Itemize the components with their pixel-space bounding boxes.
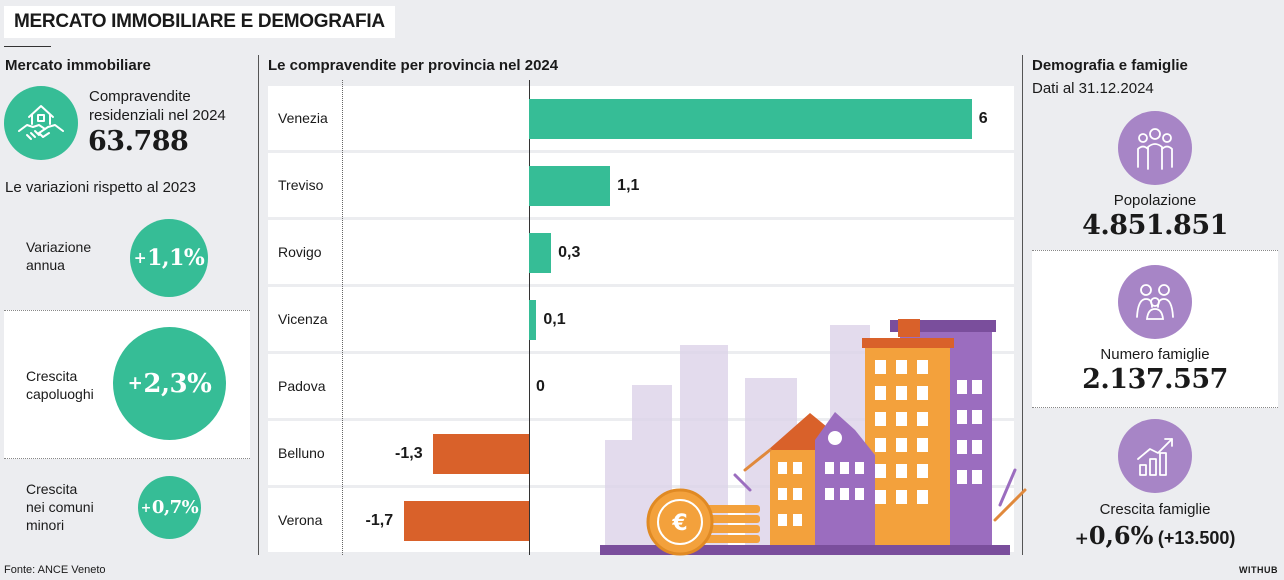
capoluoghi-label-line1: Crescita: [26, 368, 78, 384]
minor-towns-growth-value: 0,7%: [151, 497, 199, 518]
province-label: Treviso: [278, 177, 324, 193]
province-label: Belluno: [278, 445, 325, 461]
chart-row-band: [268, 153, 1014, 217]
bar-value-label: 6: [978, 110, 988, 127]
windows: [778, 360, 982, 526]
bar: [403, 501, 529, 541]
sales-label-line2: residenziali nel 2024: [89, 107, 226, 124]
province-label: Venezia: [278, 110, 328, 126]
minor-towns-label-line1: Crescita: [26, 481, 78, 497]
decorative-leaves: [733, 448, 1027, 522]
capoluoghi-growth-value: 2,3%: [143, 368, 212, 399]
families-value: 2.137.557: [1082, 364, 1228, 395]
data-date: Dati al 31.12.2024: [1032, 80, 1154, 97]
chart-reference-line: [342, 80, 343, 555]
bar: [529, 300, 537, 340]
svg-text:€: €: [671, 511, 687, 536]
chart-row-band: [268, 220, 1014, 284]
province-label: Verona: [278, 512, 323, 528]
right-column-divider: [1022, 55, 1023, 555]
family-icon: [1118, 265, 1192, 339]
province-label: Rovigo: [278, 244, 322, 260]
bar-value-label: 0: [536, 378, 545, 395]
source-note: Fonte: ANCE Veneto: [4, 564, 106, 576]
bar: [529, 233, 552, 273]
market-heading: Mercato immobiliare: [5, 57, 151, 74]
minor-towns-growth-badge: +0,7%: [138, 476, 201, 539]
capoluoghi-growth-badge: +2,3%: [113, 327, 226, 440]
growth-label: Crescita famiglie: [1099, 501, 1211, 518]
bar: [433, 434, 529, 474]
bar-value-label: 1,1: [617, 177, 640, 194]
house-handshake-icon: [4, 86, 78, 160]
annual-variation-label-line2: annua: [26, 257, 65, 273]
capoluoghi-label-line2: capoluoghi: [26, 386, 94, 402]
population-value: 4.851.851: [1082, 210, 1228, 241]
province-label: Padova: [278, 378, 326, 394]
annual-variation-sign: +: [133, 249, 147, 267]
sales-value: 63.788: [88, 126, 189, 157]
minor-towns-label-line3: minori: [26, 517, 65, 533]
capoluoghi-growth-sign: +: [127, 373, 143, 394]
population-icon: [1118, 111, 1192, 185]
growth-value-line: +0,6% (+13.500): [1032, 521, 1278, 550]
left-column-divider: [258, 55, 259, 555]
growth-value: 0,6%: [1088, 521, 1154, 550]
minor-towns-growth-sign: +: [140, 500, 152, 515]
bar: [529, 99, 972, 139]
bar: [529, 166, 611, 206]
chart-title: Le compravendite per provincia nel 2024: [268, 57, 559, 74]
bar-value-label: 0,3: [558, 244, 581, 261]
sales-label-line1: Compravendite: [89, 88, 191, 105]
families-label: Numero famiglie: [1100, 346, 1210, 363]
annual-variation-badge: +1,1%: [130, 219, 208, 297]
annual-variation-label-line1: Variazione: [26, 239, 92, 255]
province-label: Vicenza: [278, 311, 328, 327]
variations-heading: Le variazioni rispetto al 2023: [5, 179, 196, 196]
title-rule: [4, 46, 51, 47]
ground: [600, 545, 1010, 555]
page-title: MERCATO IMMOBILIARE E DEMOGRAFIA: [4, 6, 395, 38]
demography-heading: Demografia e famiglie: [1032, 57, 1188, 74]
coin-stack: €: [646, 488, 760, 556]
brand-logo: WITHUB: [1239, 565, 1278, 575]
bar-value-label: 0,1: [543, 311, 566, 328]
growth-sign: +: [1074, 529, 1089, 549]
bar-value-label: -1,7: [365, 512, 394, 529]
growth-chart-icon: [1118, 419, 1192, 493]
orange-tower: [862, 319, 954, 545]
minor-towns-label-line2: nei comuni: [26, 499, 94, 515]
bar-value-label: -1,3: [395, 445, 423, 462]
growth-extra: (+13.500): [1157, 528, 1236, 548]
population-label: Popolazione: [1113, 192, 1197, 209]
annual-variation-value: 1,1%: [147, 245, 205, 271]
